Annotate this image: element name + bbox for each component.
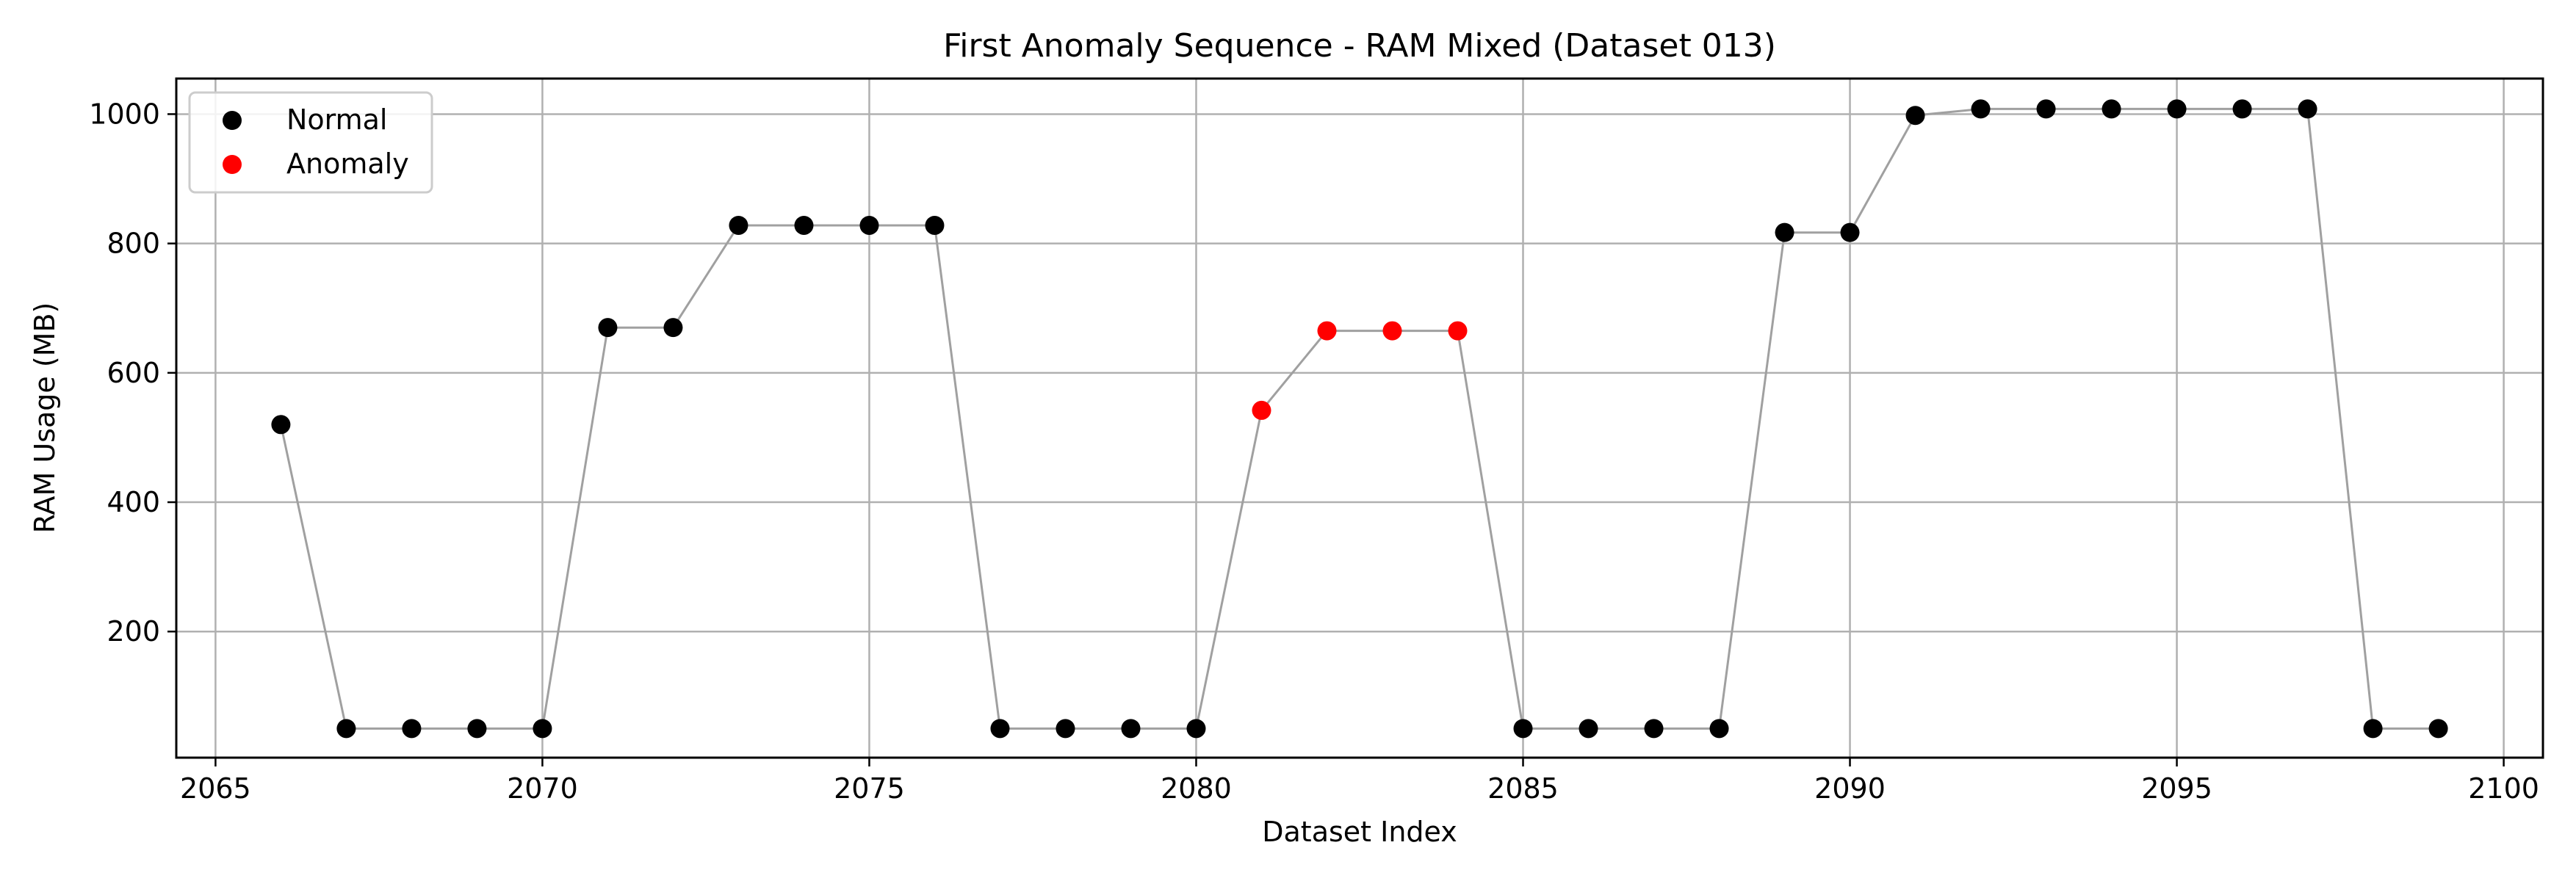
anomaly-point <box>1252 400 1271 420</box>
normal-point <box>271 415 291 435</box>
anomaly-point <box>1382 321 1402 341</box>
legend-marker-normal <box>223 111 242 130</box>
legend-label-normal: Normal <box>286 104 388 136</box>
normal-point <box>794 215 814 235</box>
x-tick-label: 2100 <box>2468 772 2539 805</box>
anomaly-point <box>1317 321 1337 341</box>
normal-point <box>2298 99 2317 119</box>
normal-point <box>2101 99 2121 119</box>
normal-point <box>2428 719 2448 739</box>
y-axis-label: RAM Usage (MB) <box>29 302 61 534</box>
x-tick-label: 2095 <box>2141 772 2212 805</box>
axis-ticks: 2065 2070 2075 2080 2085 2090 2095 2100 200 400 60… <box>89 98 2539 805</box>
x-tick-label: 2090 <box>1814 772 1886 805</box>
x-tick-label: 2065 <box>180 772 251 805</box>
connecting-line <box>279 107 2439 730</box>
y-tick-label: 1000 <box>89 98 160 130</box>
normal-point <box>1775 222 1794 242</box>
y-tick-label: 800 <box>107 228 160 260</box>
normal-point <box>1840 222 1860 242</box>
x-tick-label: 2070 <box>507 772 578 805</box>
normal-point <box>990 719 1010 739</box>
x-tick-label: 2085 <box>1487 772 1559 805</box>
normal-point <box>729 215 748 235</box>
normal-point <box>1905 106 1925 126</box>
legend-box <box>188 91 433 194</box>
y-tick-label: 400 <box>107 486 160 518</box>
normal-point <box>1186 719 1206 739</box>
normal-point <box>1121 719 1141 739</box>
chart-title: First Anomaly Sequence - RAM Mixed (Data… <box>943 27 1776 65</box>
x-axis-label: Dataset Index <box>1262 816 1457 848</box>
series-line <box>279 107 2439 730</box>
normal-point <box>663 318 683 338</box>
y-tick-label: 600 <box>107 357 160 389</box>
normal-point <box>402 719 422 739</box>
x-tick-label: 2080 <box>1161 772 1232 805</box>
normal-point <box>1644 719 1664 739</box>
legend: Normal Anomaly <box>188 91 433 194</box>
legend-label-anomaly: Anomaly <box>286 148 409 180</box>
normal-point <box>1056 719 1075 739</box>
legend-marker-anomaly <box>223 155 242 174</box>
normal-point <box>336 719 356 739</box>
grid <box>176 79 2543 758</box>
normal-point <box>2036 99 2056 119</box>
x-tick-label: 2075 <box>834 772 905 805</box>
normal-point <box>859 215 879 235</box>
y-tick-label: 200 <box>107 615 160 648</box>
normal-point <box>467 719 487 739</box>
normal-point <box>598 318 618 338</box>
data-points <box>271 99 2448 739</box>
normal-point <box>1709 719 1729 739</box>
normal-point <box>1513 719 1533 739</box>
normal-point <box>1971 99 1991 119</box>
normal-point <box>2167 99 2187 119</box>
normal-point <box>2363 719 2383 739</box>
normal-point <box>925 215 945 235</box>
normal-point <box>2232 99 2252 119</box>
normal-point <box>533 719 552 739</box>
plot-frame <box>175 77 2544 759</box>
normal-point <box>1579 719 1598 739</box>
anomaly-point <box>1448 321 1468 341</box>
